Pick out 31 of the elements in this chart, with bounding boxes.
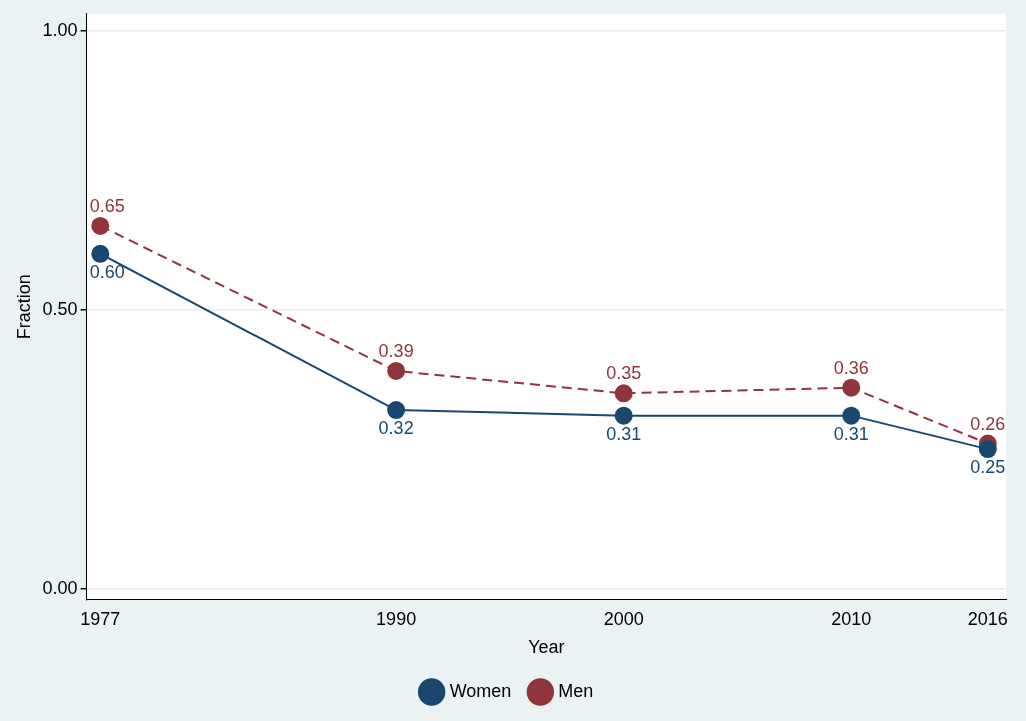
x-tick-label: 2000	[603, 608, 644, 629]
point	[387, 361, 406, 380]
data-label: 0.36	[833, 357, 869, 378]
data-label: 0.32	[378, 418, 414, 439]
y-tick-label: 1.00	[42, 19, 78, 40]
data-label: 0.31	[833, 423, 869, 444]
point	[842, 406, 861, 425]
data-label: 0.25	[970, 457, 1006, 478]
legend-label: Women	[449, 680, 512, 701]
data-label: 0.60	[89, 261, 125, 282]
data-label: 0.39	[378, 340, 414, 361]
data-label: 0.35	[606, 363, 642, 384]
x-tick-label: 2016	[967, 608, 1008, 629]
x-axis-title: Year	[528, 637, 565, 658]
data-label: 0.26	[970, 413, 1006, 434]
point	[614, 384, 633, 403]
legend-label: Men	[558, 680, 594, 701]
y-tick-label: 0.50	[42, 298, 78, 319]
point	[614, 406, 633, 425]
x-tick-label: 1990	[376, 608, 417, 629]
point	[91, 216, 110, 235]
x-tick-label: 1977	[80, 608, 121, 629]
y-axis-title: Fraction	[13, 274, 34, 340]
data-label: 0.65	[89, 195, 125, 216]
x-tick-label: 2010	[831, 608, 872, 629]
point	[387, 401, 406, 420]
point	[978, 440, 997, 459]
data-label: 0.31	[606, 423, 642, 444]
point	[842, 378, 861, 397]
y-tick-label: 0.00	[42, 577, 78, 598]
point	[91, 244, 110, 263]
